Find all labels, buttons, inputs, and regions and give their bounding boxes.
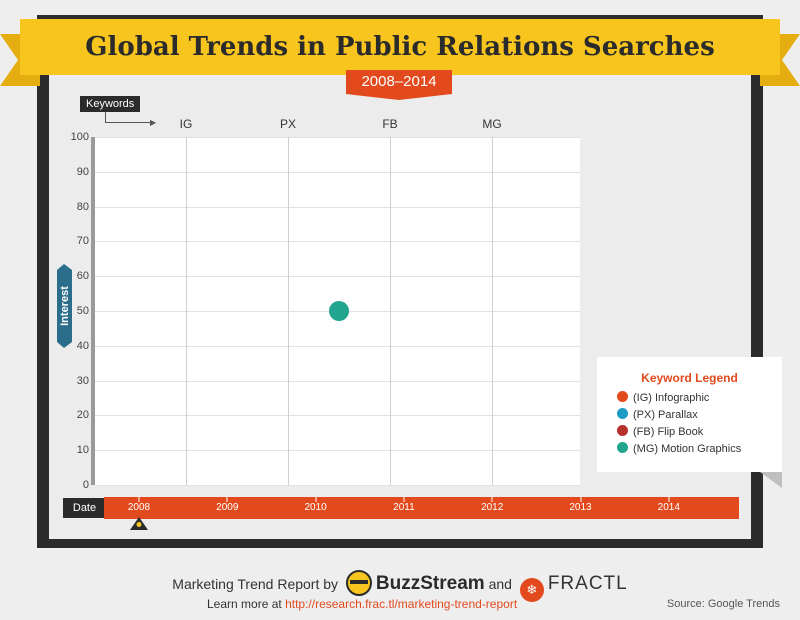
- year-tick: [580, 497, 581, 502]
- fractl-brand: FRACTL: [547, 573, 628, 594]
- column-label-ig: IG: [179, 117, 193, 131]
- subtitle-badge: 2008–2014: [346, 70, 452, 100]
- timeline-marker-dot: [136, 522, 142, 527]
- legend-item-mg: (MG) Motion Graphics: [617, 442, 741, 455]
- year-label-2014[interactable]: 2014: [657, 502, 680, 513]
- year-label-2010[interactable]: 2010: [304, 502, 327, 513]
- y-tick-label: 20: [76, 409, 89, 422]
- y-tick-label: 80: [76, 200, 89, 213]
- y-tick-label: 100: [70, 131, 89, 143]
- year-label-2008[interactable]: 2008: [127, 502, 151, 513]
- footer-prefix: Marketing Trend Report by: [172, 576, 339, 592]
- legend-panel: Keyword Legend (IG) Infographic (PX) Par…: [597, 357, 782, 472]
- gridline-10: [95, 450, 580, 452]
- legend-label-mg: (MG) Motion Graphics: [633, 443, 742, 455]
- year-tick: [668, 497, 670, 502]
- gridline-0: [95, 485, 580, 486]
- interest-label: Interest: [58, 286, 71, 326]
- legend-dot-fb: [617, 425, 628, 436]
- year-label-2011[interactable]: 2011: [393, 502, 415, 513]
- legend-item-fb: (FB) Flip Book: [617, 425, 703, 438]
- column-label-px: PX: [279, 117, 297, 131]
- y-tick-label: 50: [76, 305, 89, 317]
- gridline-90: [95, 171, 580, 173]
- column-line-fb: [390, 137, 391, 485]
- date-label: Date: [63, 498, 106, 518]
- gridline-60: [95, 276, 580, 278]
- column-label-fb: FB: [382, 117, 398, 131]
- source-note: Source: Google Trends: [666, 598, 780, 610]
- y-tick-label: 30: [76, 374, 89, 387]
- legend-dot-px: [617, 408, 628, 419]
- learn-prefix: Learn more at: [207, 597, 282, 611]
- gridline-80: [95, 206, 580, 208]
- year-tick: [226, 497, 228, 502]
- y-tick-label: 0: [82, 479, 89, 491]
- y-tick-label: 40: [76, 339, 89, 352]
- legend-label-fb: (FB) Flip Book: [633, 426, 704, 438]
- gridline-100: [95, 137, 580, 138]
- arrow-right-icon: ▶: [150, 118, 157, 127]
- year-tick: [138, 497, 140, 502]
- year-label-2012[interactable]: 2012: [481, 502, 504, 513]
- buzzstream-brand: BuzzStream: [375, 573, 485, 594]
- gridline-40: [95, 345, 580, 347]
- legend-title: Keyword Legend: [641, 371, 738, 385]
- column-line-px: [288, 137, 289, 485]
- column-line-mg: [492, 137, 493, 485]
- legend-item-ig: (IG) Infographic: [617, 391, 709, 404]
- y-tick-label: 70: [76, 235, 89, 248]
- year-tick: [315, 497, 317, 502]
- column-label-mg: MG: [482, 117, 502, 131]
- year-label-2009[interactable]: 2009: [216, 502, 239, 513]
- year-tick: [491, 497, 493, 502]
- fractl-logo-icon: ❄: [519, 578, 544, 602]
- title-banner: Global Trends in Public Relations Search…: [20, 19, 780, 75]
- y-tick-label: 10: [76, 444, 89, 457]
- keywords-label: Keywords: [80, 96, 141, 112]
- y-tick-label: 90: [76, 165, 89, 178]
- footer-conjunction: and: [488, 576, 512, 592]
- keywords-connector: [105, 112, 152, 123]
- report-link[interactable]: http://research.frac.tl/marketing-trend-…: [285, 597, 518, 611]
- timeline-slider[interactable]: [104, 497, 739, 519]
- gridline-70: [95, 241, 580, 243]
- learn-more: Learn more at http://research.frac.tl/ma…: [207, 597, 517, 611]
- legend-fold: [760, 472, 782, 488]
- gridline-30: [95, 380, 580, 382]
- legend-label-ig: (IG) Infographic: [633, 392, 710, 404]
- page-title: Global Trends in Public Relations Search…: [85, 32, 715, 62]
- y-axis-label: Interest: [57, 264, 72, 348]
- legend-item-px: (PX) Parallax: [617, 408, 698, 421]
- legend-label-px: (PX) Parallax: [633, 409, 698, 421]
- y-axis-bar: [91, 137, 95, 485]
- data-point-mg[interactable]: [329, 301, 349, 321]
- buzzstream-logo-icon: [345, 570, 372, 596]
- year-label-2013[interactable]: 2013: [569, 502, 592, 513]
- column-line-ig: [186, 137, 187, 485]
- footer-credits: Marketing Trend Report by BuzzStream and…: [0, 570, 800, 602]
- gridline-20: [95, 415, 580, 417]
- year-tick: [403, 497, 405, 502]
- legend-dot-ig: [617, 391, 628, 402]
- legend-dot-mg: [617, 442, 628, 453]
- y-tick-label: 60: [76, 270, 89, 283]
